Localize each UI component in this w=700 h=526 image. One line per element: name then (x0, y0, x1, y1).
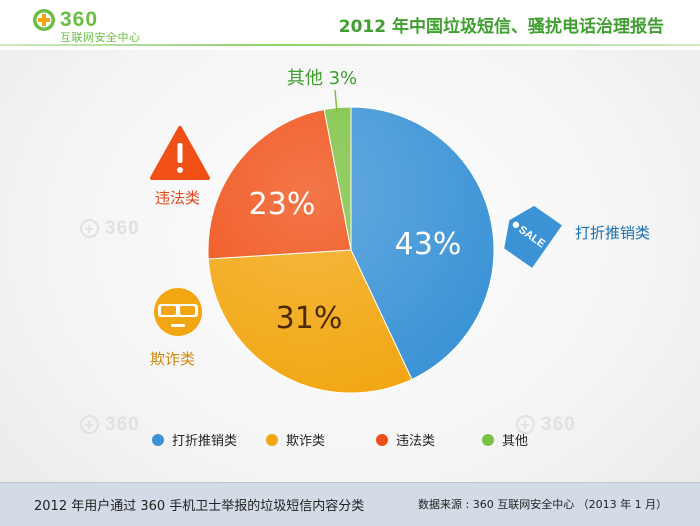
sale-tag-icon: SALE (504, 205, 562, 268)
page-title: 2012 年中国垃圾短信、骚扰电话治理报告 (338, 17, 664, 37)
footer-caption: 2012 年用户通过 360 手机卫士举报的垃圾短信内容分类 (34, 499, 365, 514)
logo: 360 互联网安全中心 (32, 8, 192, 44)
watermark: +360 (516, 414, 576, 436)
warning-icon (150, 126, 210, 180)
footer-bar: 2012 年用户通过 360 手机卫士举报的垃圾短信内容分类 数据来源 : 36… (0, 482, 700, 526)
logo-number: 360 (60, 8, 99, 31)
side-label-illegal: 违法类 (155, 189, 201, 207)
side-label-promotion: 打折推销类 (575, 224, 651, 242)
legend-label: 打折推销类 (172, 434, 238, 449)
side-label-fraud: 欺诈类 (150, 350, 196, 368)
watermark-plus-icon: + (516, 415, 535, 435)
legend-label: 欺诈类 (286, 434, 326, 449)
legend-item: 欺诈类 (266, 430, 325, 449)
header-bar: 360 互联网安全中心 2012 年中国垃圾短信、骚扰电话治理报告 (0, 0, 700, 50)
slice-promotion-label: 43% (395, 227, 462, 262)
legend-label: 其他 (502, 434, 529, 449)
slice-illegal-label: 23% (249, 187, 316, 222)
legend-dot (482, 434, 494, 446)
watermark: +360 (80, 414, 140, 436)
footer-source: 数据来源 : 360 互联网安全中心 （2013 年 1 月） (418, 498, 668, 511)
slice-other-label: 其他 3% (287, 68, 357, 89)
logo-subtitle: 互联网安全中心 (60, 31, 141, 44)
watermark-plus-icon: + (80, 415, 99, 435)
watermark: +360 (80, 218, 140, 240)
slice-fraud-label: 31% (276, 301, 343, 336)
legend-dot (266, 434, 278, 446)
legend-dot (376, 434, 388, 446)
slice-other-leader-line (334, 89, 338, 113)
logo-plus-icon (33, 9, 55, 31)
legend-item: 违法类 (376, 430, 435, 449)
legend-label: 违法类 (396, 434, 436, 449)
watermark-plus-icon: + (80, 219, 99, 239)
fraud-mask-icon (154, 288, 202, 336)
legend-dot (152, 434, 164, 446)
legend-item: 其他 (482, 430, 528, 449)
legend-item: 打折推销类 (152, 430, 237, 449)
header-divider (0, 44, 700, 46)
